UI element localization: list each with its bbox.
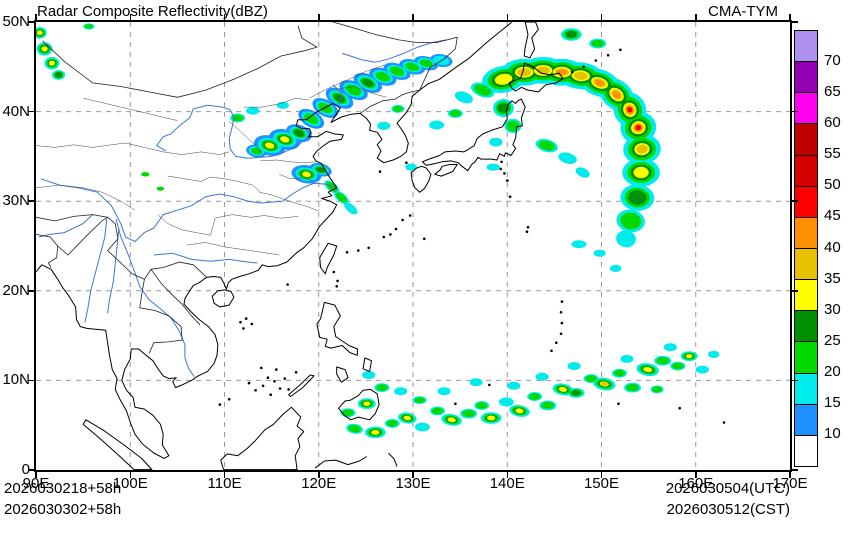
province-boundaries bbox=[36, 64, 387, 256]
colorbar-tick-label: 70 bbox=[824, 52, 841, 70]
x-axis-tick-top bbox=[129, 14, 131, 20]
y-axis-tick bbox=[28, 21, 34, 23]
colorbar-cell bbox=[795, 310, 817, 342]
x-tick-label: 150E bbox=[583, 475, 620, 492]
y-tick-label: 20N bbox=[2, 281, 30, 299]
x-axis-tick-top bbox=[506, 14, 508, 20]
x-axis-tick bbox=[129, 472, 131, 478]
colorbar-tick-label: 45 bbox=[824, 207, 841, 225]
x-axis-tick-top bbox=[412, 14, 414, 20]
y-tick-label: 40N bbox=[2, 102, 30, 120]
x-tick-label: 100E bbox=[112, 475, 148, 492]
colorbar bbox=[794, 30, 818, 467]
y-axis-tick-right bbox=[792, 290, 798, 292]
gridlines bbox=[36, 22, 790, 470]
x-axis-tick bbox=[223, 472, 226, 478]
x-axis-tick bbox=[600, 472, 603, 478]
map-canvas bbox=[36, 22, 790, 470]
x-tick-label: 160E bbox=[678, 475, 714, 492]
y-tick-label: 50N bbox=[2, 13, 30, 30]
colorbar-cell bbox=[795, 92, 817, 124]
chart-title: Radar Composite Reflectivity(dBZ) bbox=[37, 3, 268, 20]
radar-echoes bbox=[36, 23, 720, 439]
y-axis-tick bbox=[28, 290, 34, 292]
map-plot-area bbox=[34, 20, 792, 472]
colorbar-cell bbox=[795, 61, 817, 93]
y-axis-tick-right bbox=[792, 379, 798, 382]
x-axis-tick-top bbox=[600, 14, 603, 20]
y-tick-label: 10N bbox=[2, 371, 30, 389]
x-axis-tick bbox=[789, 472, 791, 478]
y-axis-tick-right bbox=[792, 21, 798, 23]
footer-init-time-utc: 2026030218+58h bbox=[4, 480, 122, 497]
y-axis-tick bbox=[28, 200, 34, 202]
x-axis-tick-top bbox=[35, 14, 37, 20]
colorbar-cell bbox=[795, 31, 817, 62]
colorbar-tick-label: 65 bbox=[824, 83, 841, 101]
colorbar-cell bbox=[795, 185, 817, 217]
x-axis-tick-top bbox=[318, 14, 320, 20]
x-tick-label: 170E bbox=[772, 475, 808, 492]
y-axis-tick bbox=[28, 469, 34, 471]
colorbar-cell bbox=[795, 341, 817, 373]
y-axis-tick-right bbox=[792, 469, 798, 471]
y-axis-tick-right bbox=[792, 200, 798, 202]
colorbar-cell bbox=[795, 434, 817, 466]
national-boundaries bbox=[36, 22, 458, 354]
colorbar-tick-label: 20 bbox=[824, 362, 841, 380]
colorbar-cell bbox=[795, 372, 817, 404]
x-tick-label: 110E bbox=[207, 475, 242, 492]
y-axis-tick bbox=[28, 379, 34, 382]
x-axis-tick bbox=[35, 472, 37, 478]
colorbar-tick-label: 55 bbox=[824, 145, 841, 163]
colorbar-tick-label: 30 bbox=[824, 300, 841, 318]
x-tick-label: 130E bbox=[395, 475, 431, 492]
colorbar-tick-label: 10 bbox=[824, 424, 841, 442]
x-tick-label: 140E bbox=[489, 475, 525, 492]
rivers bbox=[38, 39, 447, 378]
x-axis-tick-top bbox=[695, 14, 697, 20]
x-axis-tick bbox=[412, 472, 414, 478]
colorbar-tick-label: 40 bbox=[824, 238, 841, 256]
colorbar-tick-label: 60 bbox=[824, 114, 841, 132]
colorbar-tick-label: 15 bbox=[824, 393, 841, 411]
model-name: CMA-TYM bbox=[708, 3, 778, 20]
x-axis-tick-top bbox=[789, 14, 791, 20]
colorbar-tick-label: 25 bbox=[824, 331, 841, 349]
colorbar-cell bbox=[795, 247, 817, 280]
colorbar-tick-label: 50 bbox=[824, 176, 841, 194]
x-axis-tick bbox=[506, 472, 508, 478]
x-axis-tick-top bbox=[223, 14, 226, 20]
colorbar-cell bbox=[795, 154, 817, 186]
colorbar-tick-label: 35 bbox=[824, 269, 841, 287]
island-markers bbox=[218, 48, 726, 424]
footer-init-time-cst: 2026030302+58h bbox=[4, 501, 122, 518]
colorbar-cell bbox=[795, 279, 817, 311]
y-tick-label: 0 bbox=[21, 461, 30, 478]
colorbar-cell bbox=[795, 216, 817, 248]
x-axis-tick bbox=[318, 472, 320, 478]
y-axis-tick bbox=[28, 110, 34, 113]
x-axis-tick bbox=[695, 472, 697, 478]
y-tick-label: 30N bbox=[2, 192, 30, 210]
colorbar-cell bbox=[795, 403, 817, 435]
y-axis-tick-right bbox=[792, 110, 798, 113]
footer-valid-time-cst: 2026030512(CST) bbox=[666, 501, 790, 518]
coastlines bbox=[36, 22, 564, 470]
colorbar-cell bbox=[795, 123, 817, 155]
x-tick-label: 90E bbox=[22, 475, 50, 492]
footer-valid-time-utc: 2026030504(UTC) bbox=[665, 480, 790, 497]
x-tick-label: 120E bbox=[301, 475, 337, 492]
